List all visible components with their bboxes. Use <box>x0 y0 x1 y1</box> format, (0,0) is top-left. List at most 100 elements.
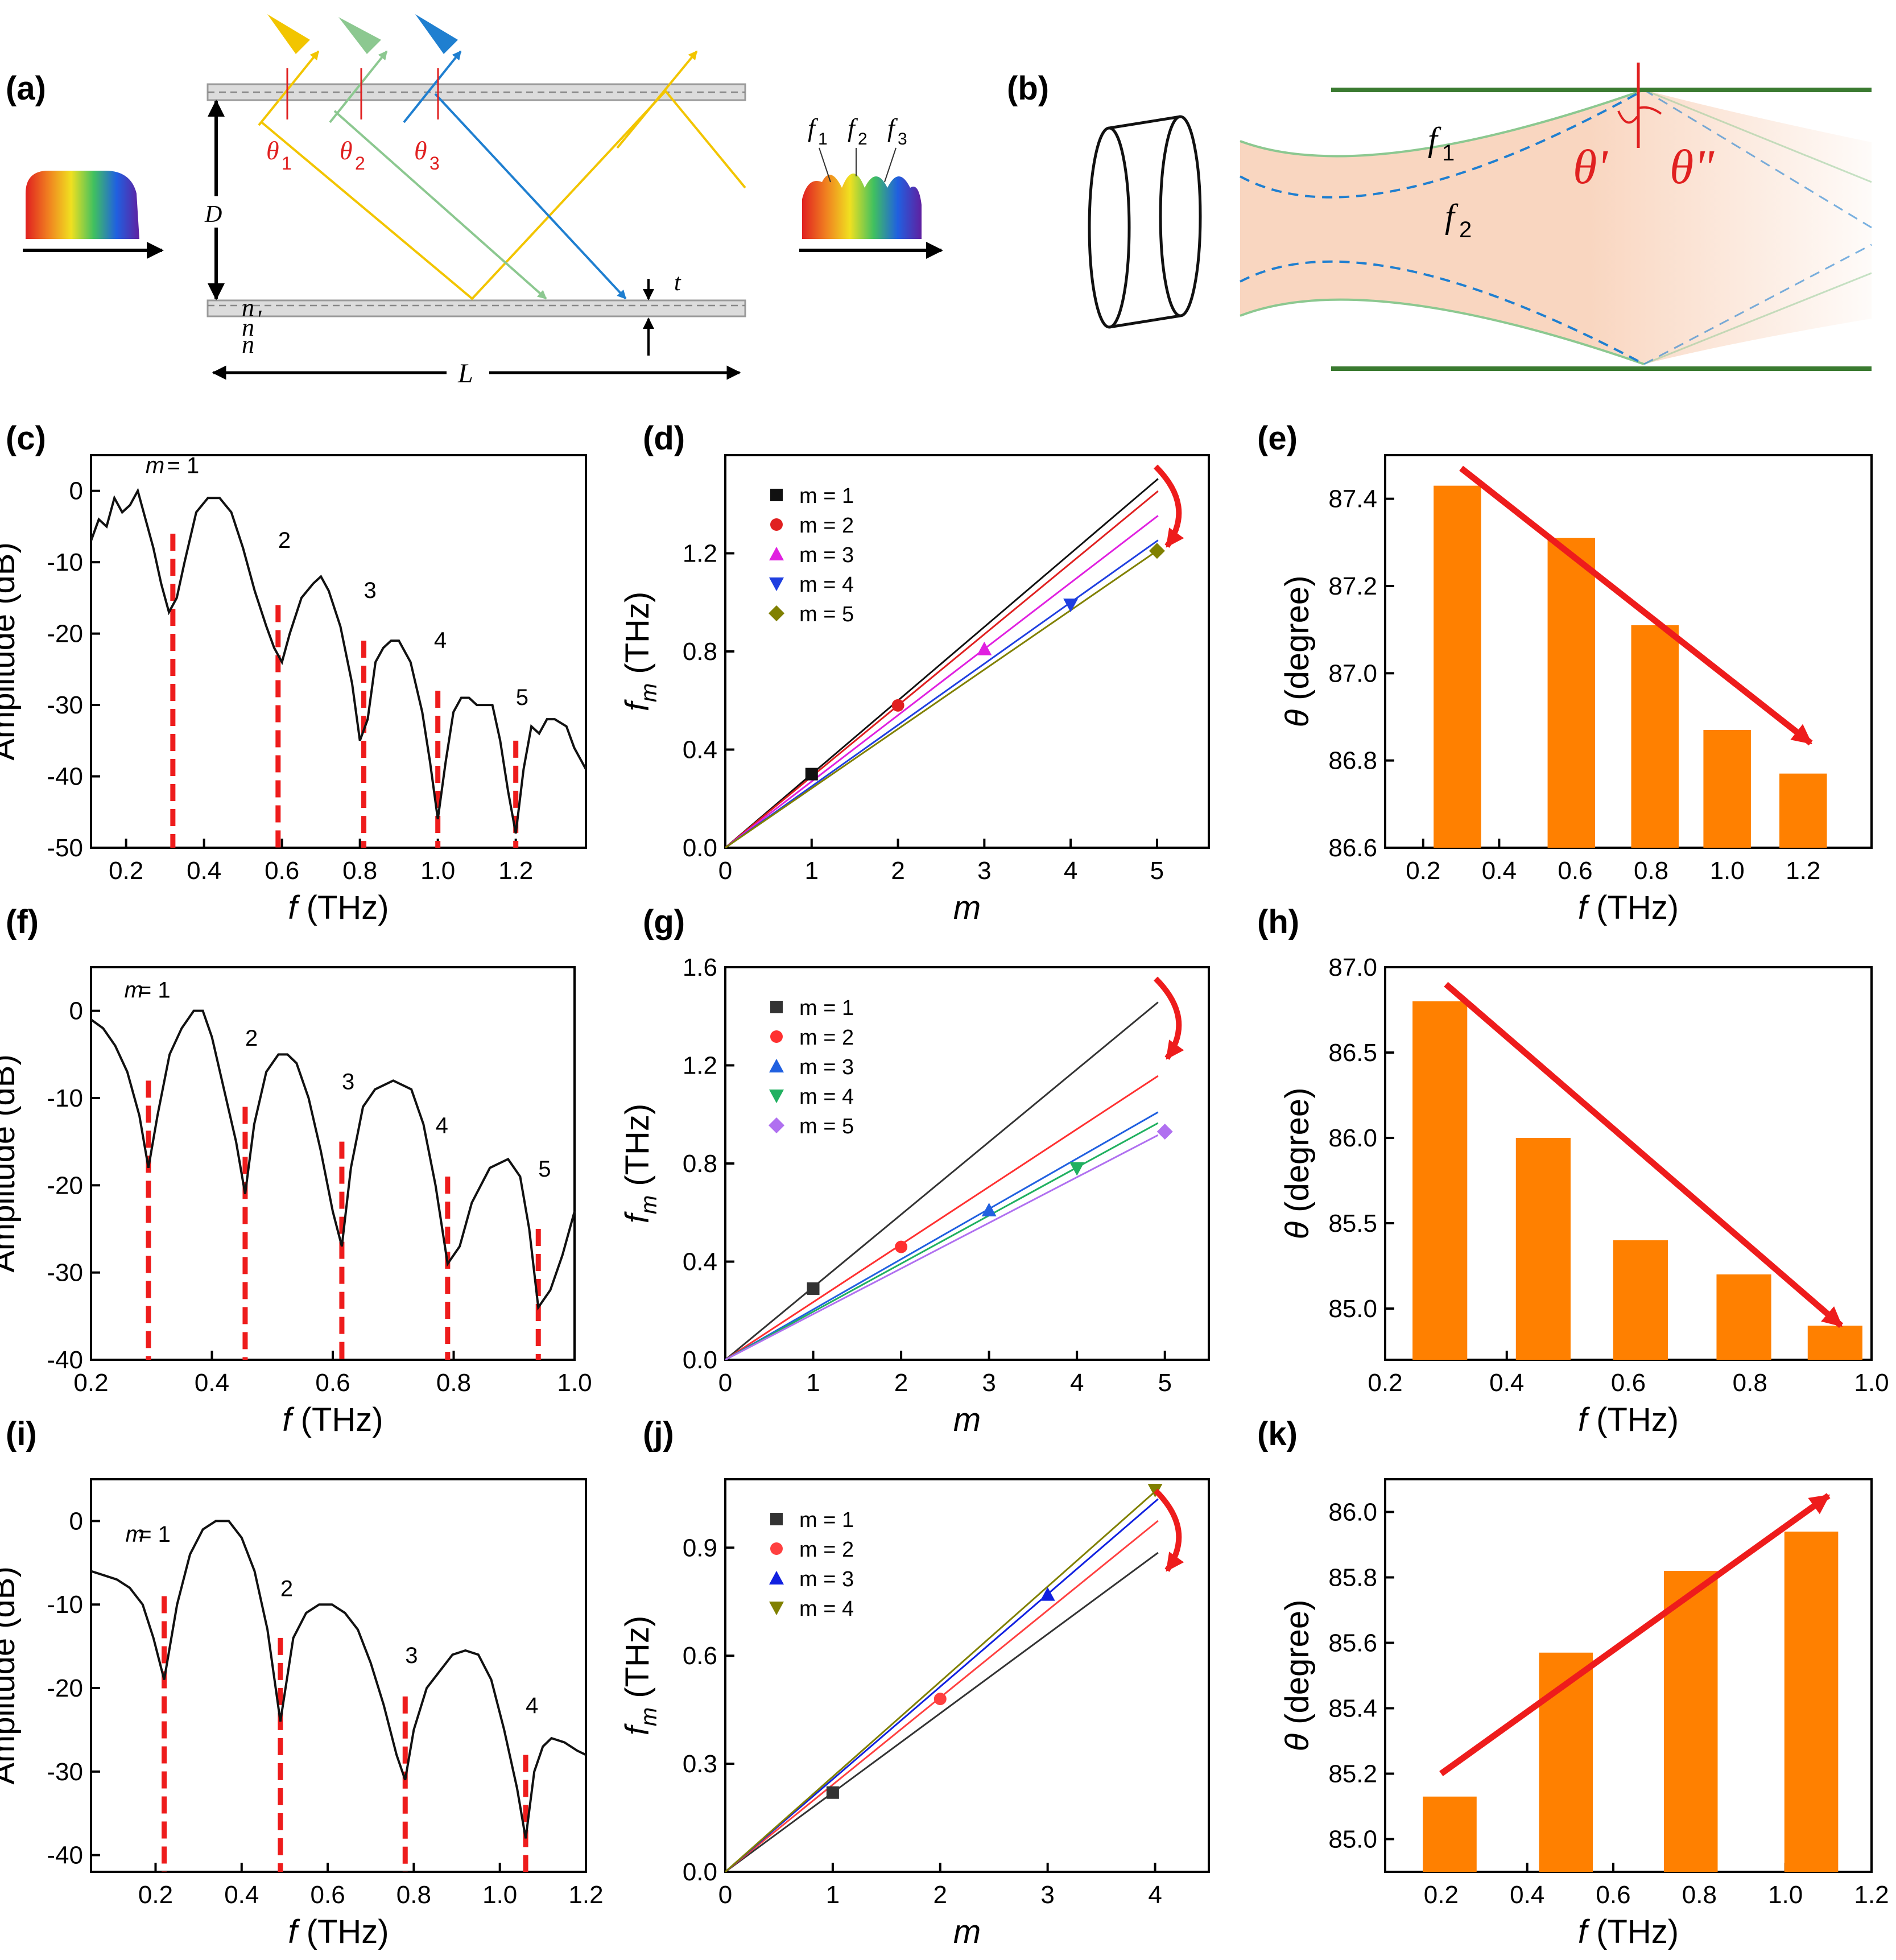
x-tick-label: 1 <box>806 1369 820 1397</box>
theta-dprime: θ" <box>1670 139 1715 194</box>
x-tick-label: 2 <box>894 1369 908 1397</box>
x-tick-label: 0 <box>718 857 732 885</box>
theta-2-label: θ 2 <box>340 136 365 174</box>
data-point <box>1149 543 1165 559</box>
y-tick-label: -40 <box>47 1842 83 1870</box>
y-axis-label-unit: (degree) <box>1279 576 1316 709</box>
chart-f: (f) 0.2 0.4 0.6 0.8 1.0 0 -10 -20 -30 -40 f (THz) Am… <box>0 903 592 1438</box>
svg-text:f: f <box>808 113 819 142</box>
legend-label: m = 1 <box>799 1508 854 1532</box>
legend-marker <box>769 1090 784 1103</box>
legend-label: m = 3 <box>799 1055 854 1079</box>
y-tick-label: 1.6 <box>683 954 717 981</box>
fit-line <box>725 1075 1159 1360</box>
y-axis-label: fm (THz) <box>619 1616 662 1736</box>
legend-marker <box>769 1602 784 1615</box>
bar <box>1539 1652 1593 1872</box>
x-tick-label: 1.2 <box>568 1881 603 1909</box>
lens-front <box>1159 115 1202 317</box>
plot-frame <box>90 966 576 1361</box>
y-axis-label-var: θ <box>1279 1734 1316 1751</box>
y-tick-label: 0 <box>69 1507 83 1535</box>
charts: (c) 0.2 0.4 0.6 0.8 1.0 1.2 0 -10 -20 -30 -40 -50 f (… <box>0 420 1889 1950</box>
mode-annotation: 3 <box>405 1643 418 1668</box>
panel-k-label: (k) <box>1257 1416 1298 1453</box>
mode-annotation: 5 <box>516 685 528 710</box>
y-axis-label-var: θ <box>1279 1222 1316 1239</box>
x-tick-label: 1.0 <box>420 857 455 885</box>
svg-text:f: f <box>887 113 898 142</box>
x-tick-label: 0.8 <box>342 857 377 885</box>
x-tick-label: 0.6 <box>311 1881 345 1909</box>
lens-icon <box>1109 115 1181 329</box>
x-axis-label-var: m <box>953 1401 981 1438</box>
x-tick-label: 0.2 <box>1424 1881 1459 1909</box>
theta-dprime-arc <box>1638 106 1662 115</box>
y-tick-label: 87.2 <box>1328 572 1377 600</box>
bar <box>1663 1571 1718 1872</box>
x-axis-label-unit: (THz) <box>292 1401 383 1438</box>
mode-annotation: 4 <box>436 1113 448 1138</box>
mode-annotation: 4 <box>526 1693 538 1718</box>
legend-marker <box>770 1542 783 1555</box>
y-tick-label: 85.0 <box>1328 1295 1377 1323</box>
beam-edge-top <box>1240 89 1645 158</box>
x-axis-label: f (THz) <box>1578 1401 1679 1438</box>
panel-i-label: (i) <box>6 1416 37 1453</box>
mode-annotation: 2 <box>245 1026 258 1051</box>
y-tick-label: -20 <box>47 1674 83 1702</box>
amplitude-line <box>90 488 587 834</box>
chart-c: (c) 0.2 0.4 0.6 0.8 1.0 1.2 0 -10 -20 -30 -40 -50 f (… <box>0 420 587 926</box>
trend-arrow <box>1459 465 1813 746</box>
plot-frame <box>1384 1478 1873 1873</box>
trend-arrow <box>1153 1488 1184 1572</box>
x-axis-label-unit: (THz) <box>298 889 389 926</box>
blue-incident <box>403 50 462 123</box>
x-tick-label: 0 <box>718 1881 732 1909</box>
f2-mode-top <box>1240 89 1645 199</box>
beam-edge-top-2 <box>1643 89 1872 183</box>
y-tick-label: -30 <box>47 1758 83 1786</box>
yellow-ray <box>261 89 746 300</box>
panel-e-label: (e) <box>1257 420 1298 457</box>
theta-1-label: θ 1 <box>266 136 292 174</box>
y-tick-label: 87.0 <box>1328 659 1377 687</box>
x-tick-label: 0.4 <box>187 857 221 885</box>
data-point <box>977 641 992 655</box>
data-point <box>933 1693 947 1706</box>
legend-marker <box>770 518 783 531</box>
x-axis-label-unit: (THz) <box>1587 889 1679 926</box>
bar <box>1412 1001 1468 1360</box>
fit-line <box>725 515 1159 848</box>
x-tick-label: 5 <box>1150 857 1164 885</box>
legend-marker <box>770 489 783 501</box>
n-prime-mark: ' <box>256 305 262 333</box>
y-tick-label: -30 <box>47 1259 83 1287</box>
y-tick-label: -20 <box>47 1171 83 1199</box>
x-tick-label: 3 <box>1040 1881 1054 1909</box>
fit-line <box>725 1122 1159 1360</box>
legend-marker <box>769 605 784 621</box>
legend-marker <box>770 1001 783 1013</box>
plot-frame <box>90 454 587 849</box>
svg-text:θ: θ <box>266 136 279 165</box>
y-tick-label: 85.0 <box>1328 1826 1377 1854</box>
freq-pointer-1 <box>819 147 831 183</box>
green-ray <box>333 110 547 300</box>
trend-arrow <box>1444 981 1844 1328</box>
panel-h-label: (h) <box>1257 903 1299 940</box>
mode-annotation: m <box>126 1522 144 1547</box>
n-label-2: n <box>242 313 254 341</box>
panel-b-label: (b) <box>1007 70 1049 107</box>
panel-g-label: (g) <box>643 903 685 940</box>
fit-line <box>725 1488 1159 1872</box>
input-spectrum-icon <box>26 171 139 239</box>
y-axis-label-unit: (THz) <box>619 1104 656 1195</box>
x-tick-label: 0.8 <box>1733 1369 1767 1397</box>
svg-text:3: 3 <box>429 153 440 174</box>
mode-annotation: 2 <box>280 1577 293 1602</box>
bar <box>1613 1240 1668 1360</box>
plot-frame <box>1384 454 1873 849</box>
y-axis-label-sub: m <box>637 683 662 702</box>
